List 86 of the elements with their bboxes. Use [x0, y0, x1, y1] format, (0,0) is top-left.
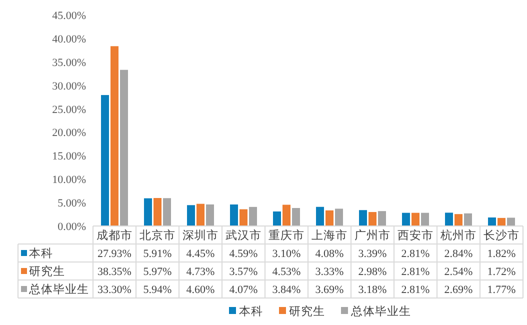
- data-label: 27.93%: [98, 248, 132, 260]
- data-label: 1.82%: [487, 248, 516, 260]
- y-tick-label: 35.00%: [52, 56, 86, 69]
- x-tick-label: 杭州市: [440, 228, 476, 242]
- legend-label: 研究生: [29, 264, 65, 278]
- data-label: 38.35%: [98, 266, 132, 278]
- legend-item: 研究生: [279, 306, 325, 318]
- data-label: 5.97%: [143, 266, 172, 278]
- bar: [163, 198, 171, 226]
- data-label: 4.07%: [229, 284, 258, 296]
- bar: [154, 198, 162, 226]
- data-label: 3.69%: [315, 284, 344, 296]
- data-label: 3.18%: [358, 284, 387, 296]
- data-label: 4.45%: [186, 248, 215, 260]
- legend-label: 总体毕业生: [28, 283, 89, 296]
- bar: [454, 214, 462, 226]
- bar: [378, 211, 386, 226]
- data-label: 2.98%: [358, 266, 387, 278]
- bar: [412, 212, 420, 226]
- bar: [206, 204, 214, 226]
- data-label: 3.57%: [229, 266, 258, 278]
- bar: [445, 212, 453, 226]
- y-tick-label: 40.00%: [52, 33, 86, 46]
- data-label: 2.84%: [444, 248, 473, 260]
- x-tick-label: 成都市: [96, 228, 132, 242]
- x-tick-label: 重庆市: [268, 228, 304, 242]
- legend-item: 本科: [229, 306, 263, 318]
- data-label: 5.91%: [143, 248, 172, 260]
- data-label: 4.59%: [229, 248, 258, 260]
- data-label: 4.60%: [186, 284, 215, 296]
- data-label: 1.77%: [487, 284, 516, 296]
- bar: [498, 218, 506, 226]
- bar: [402, 212, 410, 226]
- bar: [230, 204, 238, 226]
- x-tick-label: 北京市: [140, 228, 176, 242]
- x-tick-label: 上海市: [312, 228, 348, 242]
- bar: [335, 208, 343, 226]
- bar: [507, 218, 515, 226]
- bar: [326, 210, 334, 226]
- data-label: 3.10%: [272, 248, 301, 260]
- data-label: 1.72%: [487, 266, 516, 278]
- legend-label: 本科: [29, 247, 53, 260]
- x-tick-label: 深圳市: [182, 228, 218, 242]
- bar: [144, 198, 152, 226]
- data-label: 4.73%: [186, 266, 215, 278]
- y-tick-label: 10.00%: [52, 174, 86, 186]
- bar: [359, 210, 367, 226]
- y-tick-label: 15.00%: [52, 150, 86, 163]
- legend-item: 总体毕业生: [341, 306, 411, 318]
- bar: [292, 208, 300, 226]
- y-tick-label: 30.00%: [52, 80, 86, 92]
- y-tick-label: 45.00%: [52, 10, 86, 22]
- bar: [120, 70, 128, 226]
- bar: [101, 95, 109, 226]
- x-tick-label: 长沙市: [484, 228, 520, 242]
- bar: [110, 46, 118, 226]
- data-label: 4.08%: [315, 248, 344, 260]
- x-tick-label: 西安市: [398, 228, 434, 242]
- data-label: 3.84%: [272, 284, 301, 296]
- data-label: 33.30%: [98, 284, 132, 296]
- x-tick-label: 广州市: [354, 228, 390, 242]
- bar: [240, 209, 248, 226]
- data-label: 3.39%: [358, 248, 387, 260]
- x-tick-label: 武汉市: [226, 228, 262, 242]
- data-label: 2.81%: [401, 266, 430, 278]
- bar: [273, 211, 281, 226]
- y-tick-label: 0.00%: [58, 221, 86, 233]
- data-label: 2.81%: [401, 284, 430, 296]
- bar: [282, 204, 290, 226]
- bar: [249, 206, 257, 226]
- data-label: 3.33%: [315, 266, 344, 278]
- bar: [196, 204, 204, 226]
- bar: [488, 217, 496, 226]
- y-tick-label: 20.00%: [52, 127, 86, 140]
- bar: [368, 212, 376, 226]
- y-tick-label: 5.00%: [58, 198, 86, 210]
- data-label: 2.54%: [444, 266, 473, 278]
- data-label: 4.53%: [272, 266, 301, 278]
- bar: [187, 205, 195, 226]
- data-label: 2.81%: [401, 248, 430, 260]
- bar: [316, 206, 324, 226]
- data-label: 5.94%: [143, 284, 172, 296]
- data-label: 2.69%: [444, 284, 473, 296]
- bar: [421, 212, 429, 226]
- y-tick-label: 25.00%: [52, 104, 86, 116]
- bar: [464, 213, 472, 226]
